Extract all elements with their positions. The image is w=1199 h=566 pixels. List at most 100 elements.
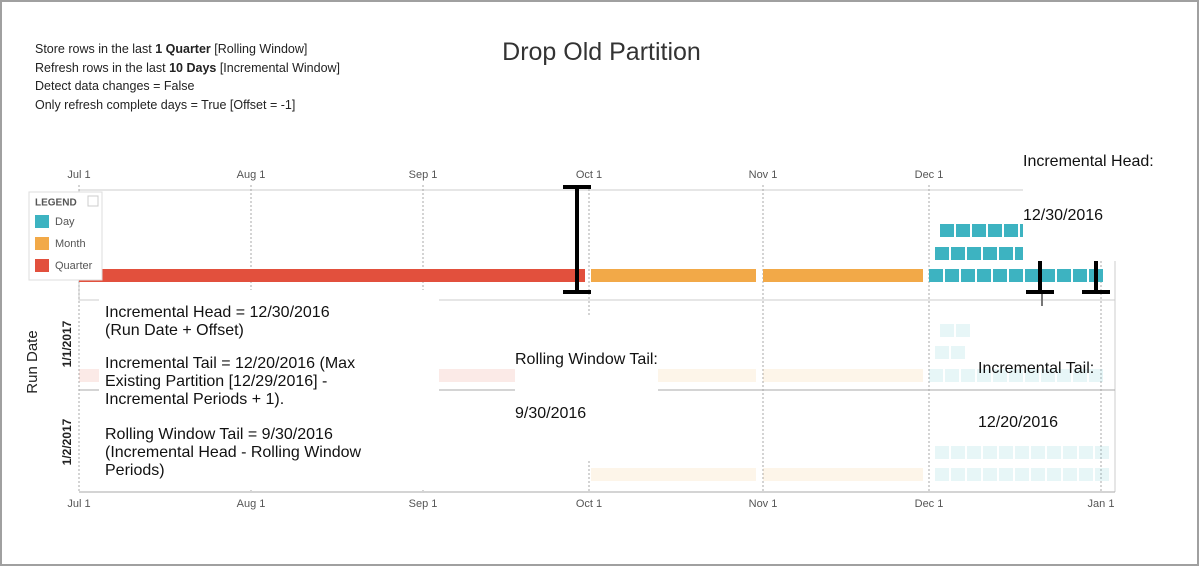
partition [999,247,1013,260]
partition [956,224,970,237]
partition [763,269,923,282]
partition [1063,446,1077,459]
top-axis-label: Dec 1 [915,169,944,181]
legend-swatch [35,259,49,272]
partition [951,247,965,260]
partition [1009,269,1023,282]
settings-text: Store rows in the last [35,42,156,56]
partition [929,269,943,282]
partition [591,269,756,282]
partition [1095,468,1109,481]
note-line: (Run Date + Offset) [105,322,244,339]
note-block: Incremental Tail = 12/20/2016 (Max Existi… [105,355,356,409]
note-block: Rolling Window Tail = 9/30/2016 (Incremen… [105,426,362,480]
partition [967,468,981,481]
partition [763,468,923,481]
settings-text: Refresh rows in the last [35,60,170,75]
partition [1009,369,1023,382]
note-line: Existing Partition [12/29/2016] - [105,373,328,390]
legend-label: Month [55,238,86,250]
annotation-line: 12/30/2016 [1023,207,1104,224]
partition [935,346,949,359]
partition [993,369,1007,382]
partition [977,369,991,382]
partition [999,468,1013,481]
partition [983,446,997,459]
partition [983,468,997,481]
partition [935,446,949,459]
annotation-line: Rolling Window Tail: [515,351,658,368]
annotation-line: Incremental Tail: [978,360,1095,377]
partition [1073,269,1087,282]
partition [1079,446,1093,459]
partition [1057,369,1071,382]
partition [1041,269,1055,282]
settings-text: [Rolling Window] [210,42,308,56]
incremental-head-annotation: Incremental Head: 12/30/2016 [1023,117,1154,261]
partition [945,369,959,382]
partition [993,269,1007,282]
partition [940,324,954,337]
partition [988,224,1002,237]
partition [999,446,1013,459]
bottom-axis-label: Dec 1 [915,498,944,510]
top-axis-label: Sep 1 [409,169,438,181]
partition [951,446,965,459]
partition [977,269,991,282]
partition [1089,369,1103,382]
bottom-axis-label: Oct 1 [576,498,602,510]
settings-line: Refresh rows in the last 10 Days [Increm… [35,59,340,78]
settings-value: 10 Days [169,60,217,75]
note-line: (Incremental Head - Rolling Window [105,444,362,461]
row-label: 1/1/2017 [60,320,74,367]
settings-line: Only refresh complete days = True [Offse… [35,96,340,115]
partition [79,269,585,282]
partition [1015,446,1029,459]
partition [972,224,986,237]
plot-frame [78,189,1116,301]
settings-text: Only refresh complete days = True [Offse… [35,97,296,112]
bottom-axis-label: Sep 1 [409,498,438,510]
partition [1047,468,1061,481]
partition [1079,468,1093,481]
legend-icon [87,195,99,207]
partition [935,247,949,260]
row-label: 1/2/2017 [60,418,74,465]
top-axis-label: Nov 1 [749,169,778,181]
bottom-axis-label: Jul 1 [67,498,90,510]
partition [961,269,975,282]
partition [951,346,965,359]
annotation-line: 12/20/2016 [978,414,1059,431]
partition [1095,446,1109,459]
partition [1025,369,1039,382]
title: Drop Old Partition [502,38,701,66]
settings-value: 1 Quarter [155,42,211,56]
partition [967,446,981,459]
note-line: Rolling Window Tail = 9/30/2016 [105,426,333,443]
note-line: Incremental Tail = 12/20/2016 (Max [105,355,356,372]
partition [1004,224,1018,237]
top-axis-label: Aug 1 [237,169,266,181]
partition [591,468,756,481]
partition [1073,369,1087,382]
settings-line: Store rows in the last 1 Quarter [Rollin… [35,40,340,59]
note-line: Incremental Periods + 1). [105,391,285,408]
bottom-axis-label: Jan 1 [1088,498,1115,510]
note-line: Incremental Head = 12/30/2016 [105,304,330,321]
legend-label: Day [55,216,75,228]
axis-title: Run Date [24,330,41,393]
top-axis-label: Oct 1 [576,169,602,181]
rolling-window-tail-annotation: Rolling Window Tail: 9/30/2016 [515,315,658,459]
partition [940,224,954,237]
partition [1047,446,1061,459]
partition [956,324,970,337]
partition [983,247,997,260]
partition [951,468,965,481]
partition [1031,446,1045,459]
partition [945,269,959,282]
settings-line: Detect data changes = False [35,77,340,96]
legend-title: LEGEND [35,198,77,209]
partition [1063,468,1077,481]
